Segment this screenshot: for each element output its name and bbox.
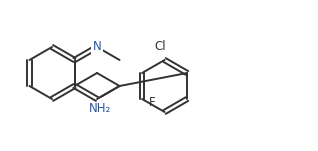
- Text: NH₂: NH₂: [89, 102, 112, 115]
- Text: F: F: [149, 96, 156, 109]
- Text: N: N: [93, 40, 101, 53]
- Text: Cl: Cl: [155, 40, 166, 53]
